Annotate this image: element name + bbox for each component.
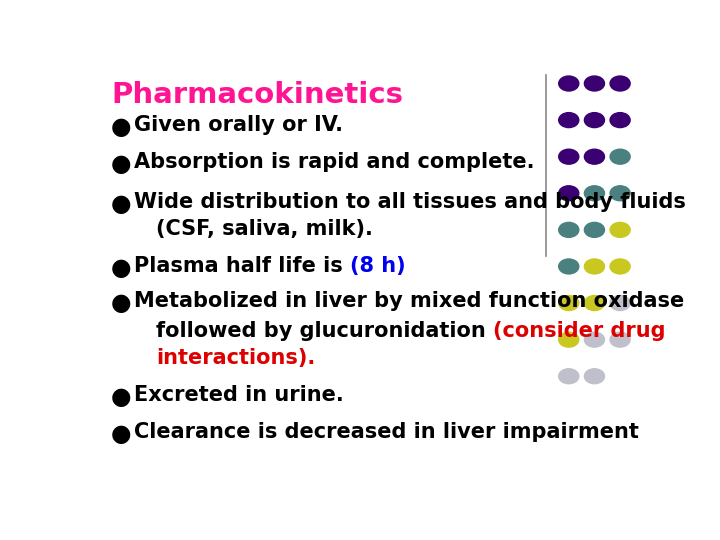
Circle shape bbox=[610, 76, 630, 91]
Text: ●: ● bbox=[111, 114, 132, 139]
Text: ●: ● bbox=[111, 256, 132, 280]
Circle shape bbox=[610, 332, 630, 347]
Circle shape bbox=[610, 259, 630, 274]
Circle shape bbox=[585, 149, 605, 164]
Circle shape bbox=[585, 332, 605, 347]
Text: ●: ● bbox=[111, 292, 132, 315]
Text: Given orally or IV.: Given orally or IV. bbox=[133, 114, 343, 134]
Text: Metabolized in liver by mixed function oxidase: Metabolized in liver by mixed function o… bbox=[133, 292, 684, 312]
Circle shape bbox=[610, 186, 630, 201]
Circle shape bbox=[559, 222, 579, 238]
Text: (8 h): (8 h) bbox=[349, 256, 405, 276]
Circle shape bbox=[559, 149, 579, 164]
Circle shape bbox=[610, 295, 630, 310]
Circle shape bbox=[610, 149, 630, 164]
Text: Absorption is rapid and complete.: Absorption is rapid and complete. bbox=[133, 152, 534, 172]
Text: Plasma half life is: Plasma half life is bbox=[133, 256, 349, 276]
Text: ●: ● bbox=[111, 422, 132, 447]
Circle shape bbox=[585, 113, 605, 127]
Text: ●: ● bbox=[111, 152, 132, 176]
Text: followed by glucuronidation: followed by glucuronidation bbox=[156, 321, 493, 341]
Text: Clearance is decreased in liver impairment: Clearance is decreased in liver impairme… bbox=[133, 422, 639, 442]
Text: ●: ● bbox=[111, 192, 132, 215]
Circle shape bbox=[559, 259, 579, 274]
Circle shape bbox=[559, 76, 579, 91]
Circle shape bbox=[559, 295, 579, 310]
Text: Pharmacokinetics: Pharmacokinetics bbox=[111, 82, 403, 110]
Circle shape bbox=[585, 76, 605, 91]
Text: Excreted in urine.: Excreted in urine. bbox=[133, 385, 343, 405]
Circle shape bbox=[559, 332, 579, 347]
Circle shape bbox=[585, 222, 605, 238]
Text: Wide distribution to all tissues and body fluids: Wide distribution to all tissues and bod… bbox=[133, 192, 685, 212]
Circle shape bbox=[559, 369, 579, 384]
Text: interactions).: interactions). bbox=[156, 348, 315, 368]
Text: (CSF, saliva, milk).: (CSF, saliva, milk). bbox=[156, 219, 373, 239]
Circle shape bbox=[585, 369, 605, 384]
Circle shape bbox=[585, 259, 605, 274]
Circle shape bbox=[585, 186, 605, 201]
Text: ●: ● bbox=[111, 385, 132, 409]
Circle shape bbox=[585, 295, 605, 310]
Circle shape bbox=[559, 113, 579, 127]
Circle shape bbox=[559, 186, 579, 201]
Circle shape bbox=[610, 113, 630, 127]
Circle shape bbox=[610, 222, 630, 238]
Text: (consider drug: (consider drug bbox=[493, 321, 665, 341]
